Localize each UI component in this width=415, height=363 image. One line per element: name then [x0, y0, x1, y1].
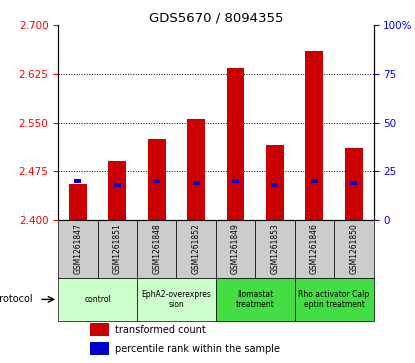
Text: Rho activator Calp
eptin treatment: Rho activator Calp eptin treatment — [298, 290, 370, 309]
Text: percentile rank within the sample: percentile rank within the sample — [115, 344, 280, 354]
Text: protocol: protocol — [0, 294, 33, 305]
FancyBboxPatch shape — [137, 220, 176, 278]
FancyBboxPatch shape — [334, 220, 374, 278]
Text: GSM1261852: GSM1261852 — [192, 224, 200, 274]
Bar — [271, 183, 278, 187]
FancyBboxPatch shape — [295, 220, 334, 278]
Bar — [90, 322, 109, 336]
Bar — [232, 179, 239, 183]
FancyBboxPatch shape — [216, 220, 255, 278]
FancyBboxPatch shape — [58, 220, 98, 278]
FancyBboxPatch shape — [176, 220, 216, 278]
Bar — [69, 184, 87, 220]
Bar — [193, 181, 200, 185]
Bar — [153, 179, 160, 183]
Bar — [187, 119, 205, 220]
FancyBboxPatch shape — [58, 278, 137, 321]
Text: control: control — [84, 295, 111, 304]
Text: GSM1261851: GSM1261851 — [113, 224, 122, 274]
FancyBboxPatch shape — [98, 220, 137, 278]
FancyBboxPatch shape — [216, 278, 295, 321]
Bar — [90, 342, 109, 355]
Text: GSM1261853: GSM1261853 — [271, 224, 279, 274]
FancyBboxPatch shape — [255, 220, 295, 278]
Text: GSM1261849: GSM1261849 — [231, 224, 240, 274]
Bar — [148, 139, 166, 220]
Text: transformed count: transformed count — [115, 325, 205, 335]
Text: Ilomastat
treatment: Ilomastat treatment — [236, 290, 275, 309]
FancyBboxPatch shape — [137, 278, 216, 321]
Title: GDS5670 / 8094355: GDS5670 / 8094355 — [149, 11, 283, 24]
Text: GSM1261846: GSM1261846 — [310, 224, 319, 274]
Text: GSM1261847: GSM1261847 — [73, 224, 82, 274]
Text: GSM1261850: GSM1261850 — [349, 224, 358, 274]
Bar — [350, 181, 357, 185]
Bar — [266, 145, 284, 220]
FancyBboxPatch shape — [295, 278, 374, 321]
Bar — [74, 179, 81, 183]
Bar — [305, 51, 323, 220]
Text: EphA2-overexpres
sion: EphA2-overexpres sion — [142, 290, 211, 309]
Bar — [114, 183, 121, 187]
Bar — [227, 68, 244, 220]
Bar — [311, 179, 318, 183]
Bar — [345, 148, 363, 220]
Text: GSM1261848: GSM1261848 — [152, 224, 161, 274]
Bar — [108, 162, 126, 220]
